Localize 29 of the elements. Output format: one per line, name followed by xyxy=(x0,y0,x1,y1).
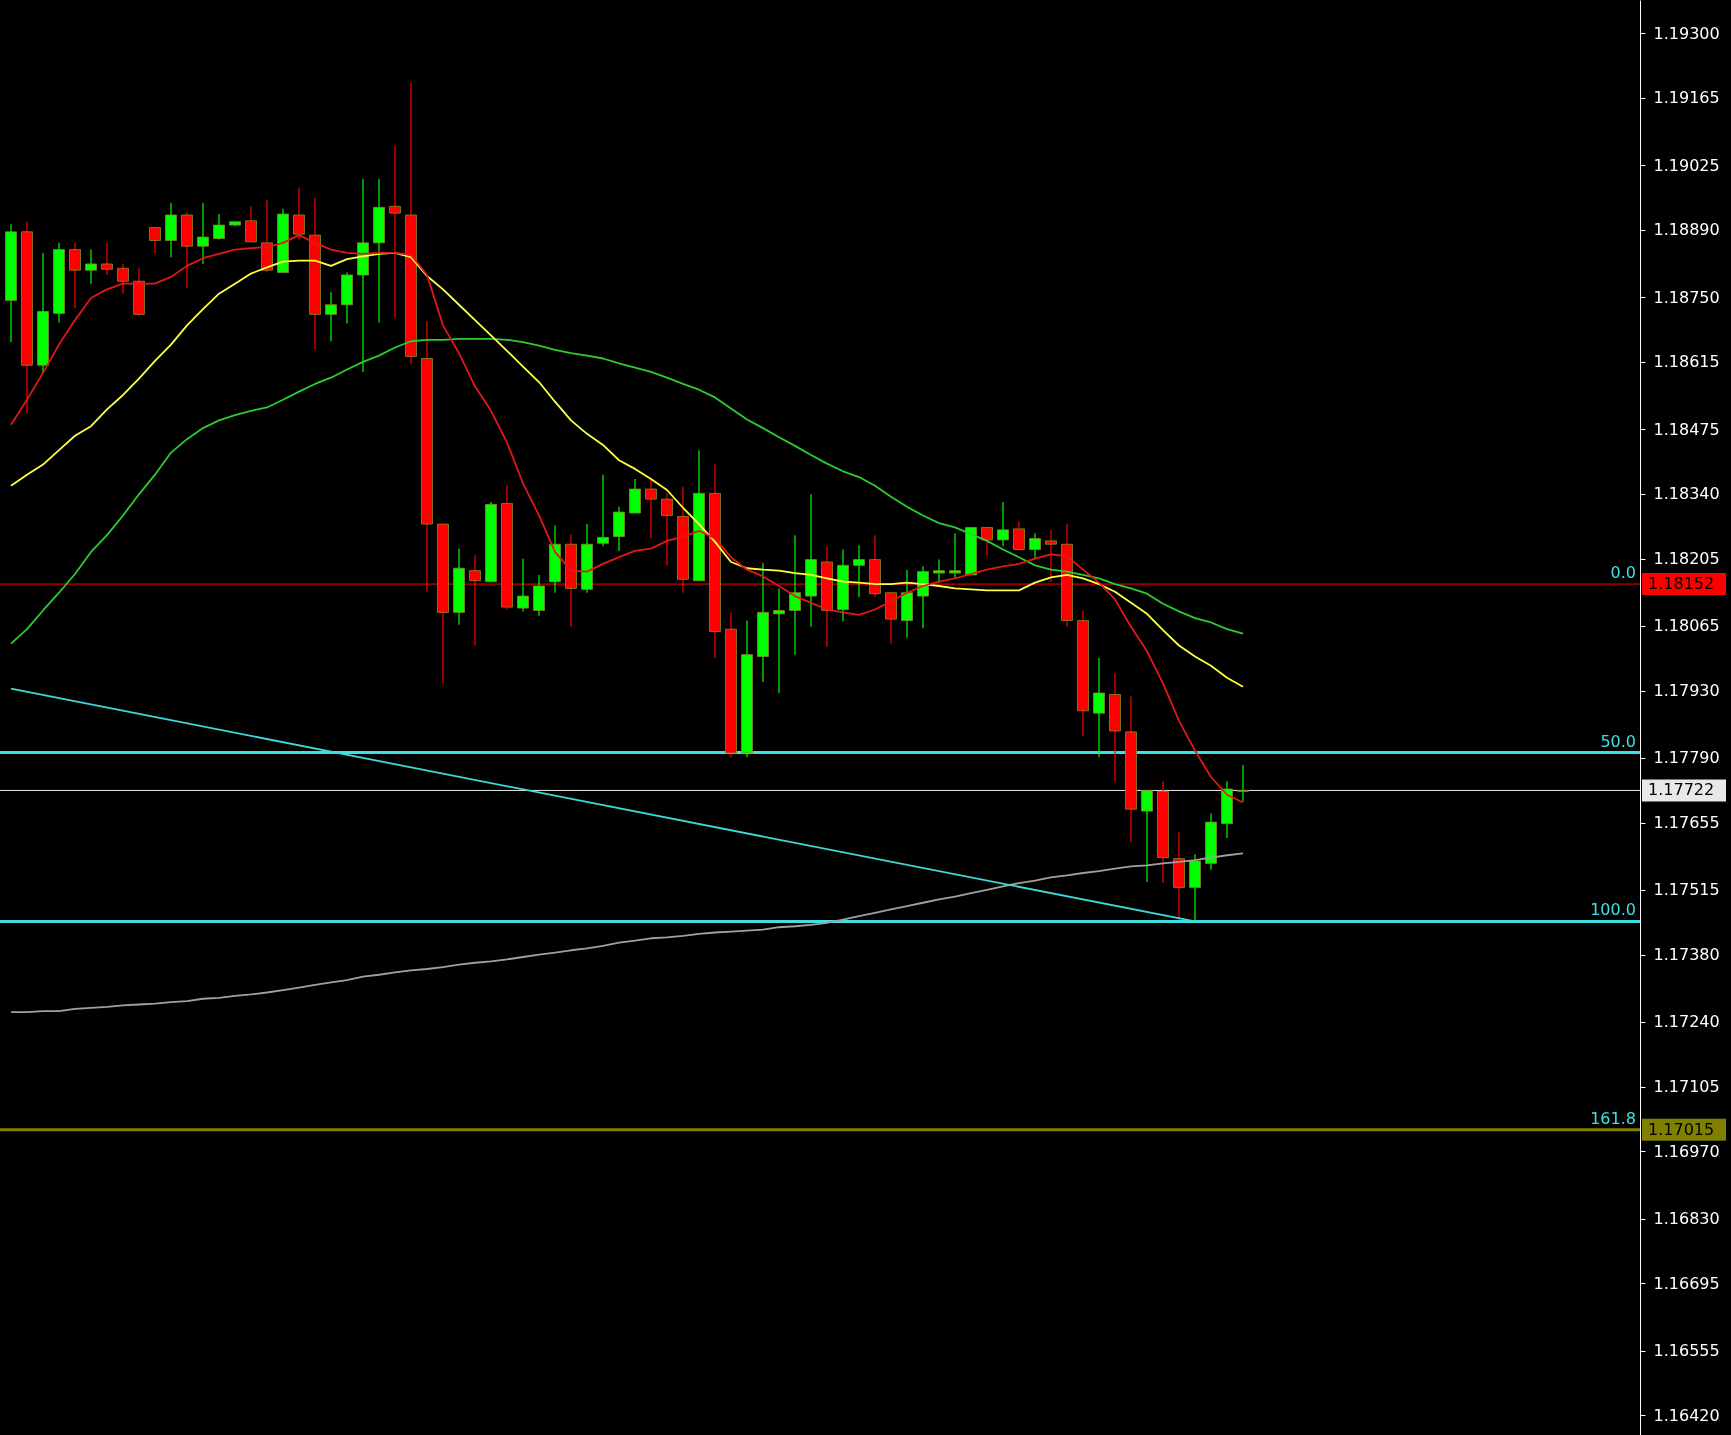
y-tick-label: 1.18340 xyxy=(1653,484,1720,504)
y-tick-label: 1.18065 xyxy=(1653,616,1720,636)
y-tick-label: 1.17930 xyxy=(1653,681,1720,701)
y-tick-label: 1.17790 xyxy=(1653,748,1720,768)
y-tick-label: 1.18205 xyxy=(1653,549,1720,569)
y-tick-label: 1.16695 xyxy=(1653,1273,1720,1293)
annotation: 0.0 xyxy=(1610,563,1636,583)
ref-line-label: 1.17015 xyxy=(1648,1119,1715,1139)
y-tick-label: 1.16830 xyxy=(1653,1209,1720,1229)
y-tick-label: 1.18475 xyxy=(1653,419,1720,439)
annotation: 161.8 xyxy=(1590,1108,1636,1128)
y-tick-label: 1.17655 xyxy=(1653,813,1720,833)
y-tick-label: 1.16555 xyxy=(1653,1341,1720,1361)
annotation: 50.0 xyxy=(1600,731,1636,751)
y-tick-label: 1.16420 xyxy=(1653,1405,1720,1425)
y-tick-label: 1.17380 xyxy=(1653,945,1720,965)
y-tick-label: 1.16970 xyxy=(1653,1141,1720,1161)
y-tick-label: 1.19025 xyxy=(1653,155,1720,175)
y-tick-label: 1.19165 xyxy=(1653,88,1720,108)
y-tick-label: 1.17515 xyxy=(1653,880,1720,900)
ref-line-label: 1.18152 xyxy=(1648,574,1715,594)
y-tick-label: 1.18750 xyxy=(1653,287,1720,307)
y-tick-label: 1.18890 xyxy=(1653,220,1720,240)
annotation: 100.0 xyxy=(1590,900,1636,920)
ref-line-label: 1.17722 xyxy=(1648,780,1715,800)
y-tick-label: 1.18615 xyxy=(1653,352,1720,372)
y-tick-label: 1.17240 xyxy=(1653,1012,1720,1032)
y-tick-label: 1.17105 xyxy=(1653,1077,1720,1097)
y-tick-label: 1.19300 xyxy=(1653,23,1720,43)
